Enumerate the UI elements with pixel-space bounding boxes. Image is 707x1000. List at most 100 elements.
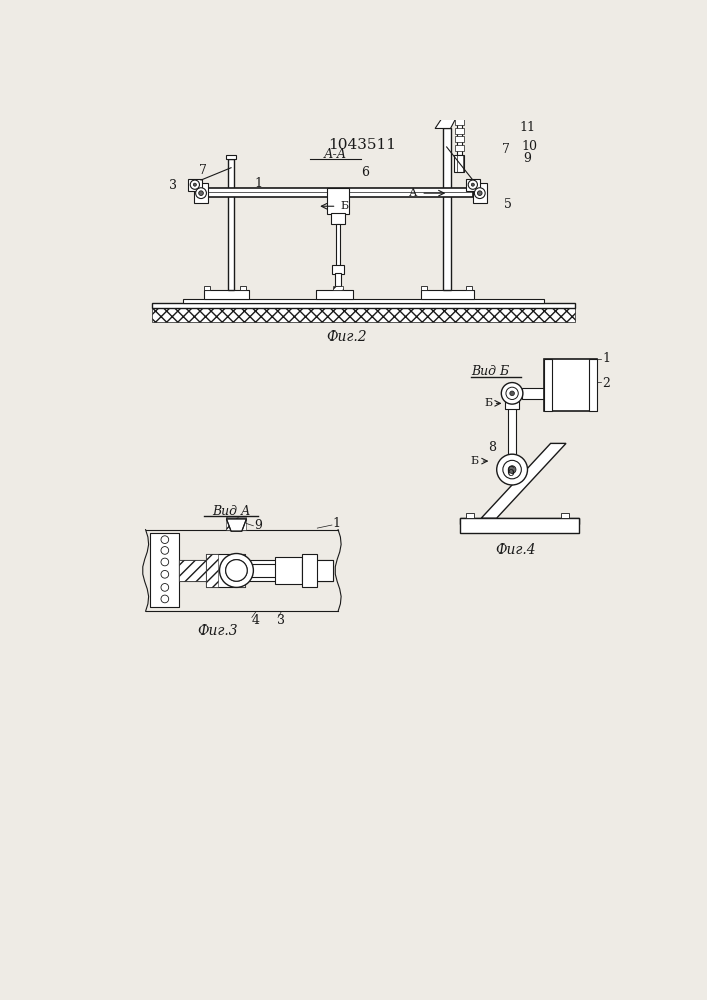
Bar (336, 224, 340, 266)
Bar (455, 128, 464, 134)
Text: Б: Б (340, 201, 349, 211)
Text: Фиг.4: Фиг.4 (496, 543, 537, 557)
Circle shape (219, 554, 253, 587)
Circle shape (497, 454, 527, 485)
Circle shape (503, 460, 521, 479)
Bar (206, 554, 218, 587)
Circle shape (508, 466, 516, 473)
Polygon shape (435, 101, 465, 128)
Text: 3: 3 (277, 614, 285, 627)
Bar (506, 401, 519, 409)
Bar (432, 92, 475, 102)
Bar (473, 183, 486, 203)
Bar (544, 359, 597, 411)
Bar (275, 557, 302, 584)
Bar (561, 513, 569, 518)
Text: 3: 3 (169, 179, 177, 192)
Polygon shape (226, 519, 247, 531)
Bar (455, 145, 464, 151)
Circle shape (196, 188, 206, 199)
Circle shape (199, 191, 204, 195)
Bar (180, 560, 206, 581)
Bar (332, 265, 344, 274)
Text: 5: 5 (504, 198, 513, 211)
Bar (152, 308, 575, 322)
Bar (466, 286, 472, 290)
Circle shape (161, 536, 169, 544)
Bar (180, 560, 334, 581)
Text: А-А: А-А (323, 148, 346, 161)
Text: 1043511: 1043511 (328, 138, 396, 152)
Text: Б: Б (471, 456, 479, 466)
Text: А: А (409, 188, 417, 198)
Bar (302, 560, 334, 581)
Bar (194, 183, 208, 203)
Text: 7: 7 (199, 164, 207, 177)
Bar (316, 290, 353, 299)
Bar (589, 359, 597, 411)
Text: 6: 6 (361, 166, 369, 179)
Circle shape (161, 570, 169, 578)
Bar (508, 406, 516, 454)
Bar (460, 524, 579, 533)
Bar (454, 155, 464, 172)
Bar (228, 159, 234, 290)
Circle shape (501, 383, 523, 404)
Text: Фиг.2: Фиг.2 (326, 330, 367, 344)
Circle shape (161, 558, 169, 566)
Circle shape (161, 595, 169, 603)
Bar (457, 116, 462, 155)
Bar (522, 388, 545, 399)
Bar (455, 136, 464, 142)
Bar (240, 286, 246, 290)
Bar (188, 179, 201, 191)
Bar (204, 286, 210, 290)
Bar (150, 533, 180, 607)
Bar (544, 359, 552, 411)
Text: 7: 7 (502, 143, 510, 156)
Circle shape (449, 94, 454, 98)
Circle shape (193, 183, 197, 186)
Bar (150, 533, 180, 607)
Bar (152, 303, 575, 308)
Bar (206, 554, 245, 587)
Bar (544, 359, 552, 411)
Circle shape (506, 387, 518, 400)
Bar (204, 290, 249, 299)
Circle shape (474, 188, 485, 199)
Text: 6: 6 (506, 466, 514, 479)
Bar (460, 518, 579, 524)
Bar (333, 286, 344, 290)
Text: Вид А: Вид А (212, 505, 250, 518)
Bar (302, 560, 334, 581)
Text: 2: 2 (602, 377, 610, 390)
Bar (226, 517, 247, 530)
Bar (589, 359, 597, 411)
Bar (506, 401, 519, 409)
Bar (204, 290, 249, 299)
Text: 9: 9 (254, 519, 262, 532)
Text: 8: 8 (488, 441, 496, 454)
Bar (421, 290, 474, 299)
Circle shape (226, 560, 247, 581)
Circle shape (472, 183, 474, 186)
Bar (226, 560, 247, 581)
Bar (182, 299, 544, 303)
Bar (335, 273, 341, 286)
Bar (226, 155, 236, 159)
Circle shape (457, 94, 461, 98)
Bar (455, 119, 464, 125)
Bar (207, 188, 473, 197)
Bar (316, 290, 353, 299)
Text: Вид Б: Вид Б (472, 365, 510, 378)
Circle shape (468, 180, 477, 189)
Circle shape (190, 180, 199, 189)
Bar (331, 213, 345, 224)
Text: 9: 9 (524, 152, 532, 165)
Bar (327, 188, 349, 214)
Text: Фиг.3: Фиг.3 (197, 624, 238, 638)
Text: 4: 4 (252, 614, 259, 627)
Text: 1: 1 (254, 177, 262, 190)
Bar (245, 564, 302, 577)
Bar (466, 179, 480, 191)
